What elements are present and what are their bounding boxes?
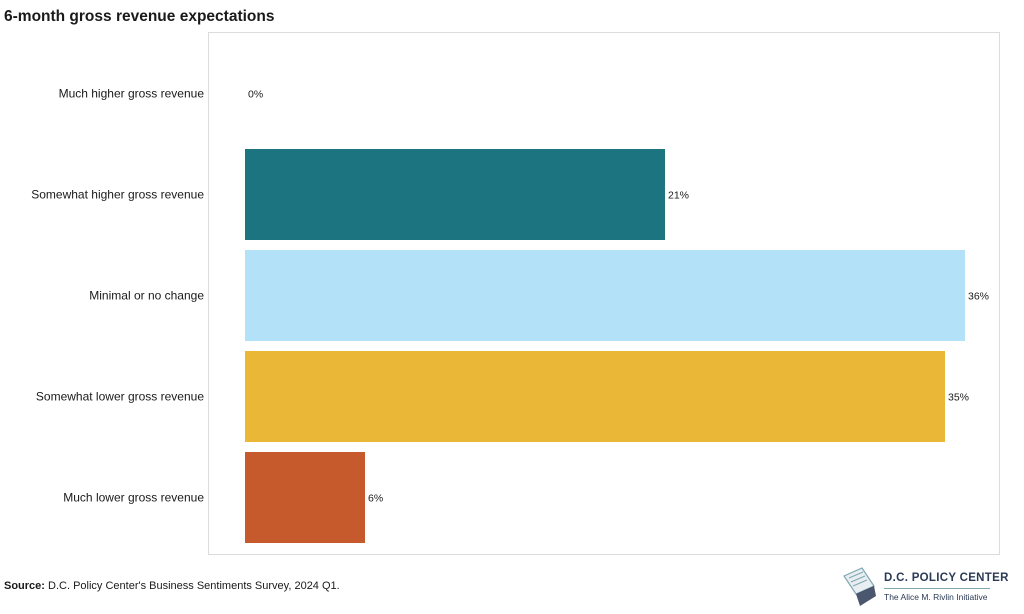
bars: Much higher gross revenue 0% Somewhat high… <box>31 87 989 543</box>
source-key: Source: <box>4 580 45 592</box>
dc-policy-center-logo: D.C. POLICY CENTER The Alice M. Rivlin I… <box>840 566 1020 610</box>
logo-name: D.C. POLICY CENTER <box>884 572 1009 584</box>
chart-title: 6-month gross revenue expectations <box>4 8 275 25</box>
category-label: Somewhat lower gross revenue <box>36 390 204 404</box>
value-label: 35% <box>948 392 969 404</box>
source-note: Source: D.C. Policy Center's Business Se… <box>4 580 340 592</box>
bar <box>245 452 365 543</box>
dc-policy-center-logo-icon <box>843 567 876 606</box>
category-label: Much higher gross revenue <box>59 87 205 101</box>
category-label: Somewhat higher gross revenue <box>31 188 204 202</box>
plot-area <box>208 32 1000 555</box>
logo-divider <box>884 588 990 589</box>
bar <box>245 351 945 442</box>
logo-tagline: The Alice M. Rivlin Initiative <box>884 592 988 602</box>
source-text: D.C. Policy Center's Business Sentiments… <box>44 580 340 592</box>
bar <box>245 149 665 240</box>
value-label: 21% <box>668 190 689 202</box>
category-label: Minimal or no change <box>89 289 204 303</box>
value-label: 36% <box>968 291 989 303</box>
value-label: 0% <box>248 89 263 101</box>
bar <box>245 250 965 341</box>
category-label: Much lower gross revenue <box>63 491 204 505</box>
value-label: 6% <box>368 493 383 505</box>
